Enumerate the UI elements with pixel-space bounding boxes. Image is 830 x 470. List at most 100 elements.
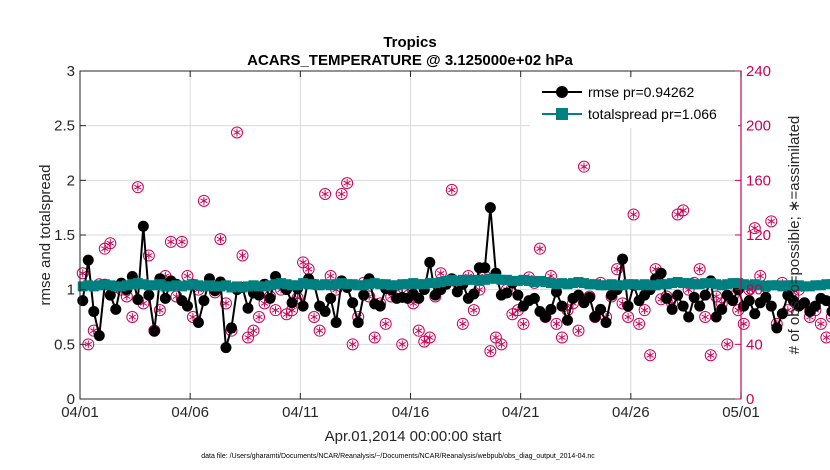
totalspread-point (397, 279, 408, 290)
x-tick-label: 04/06 (171, 404, 209, 421)
totalspread-point (303, 279, 314, 290)
totalspread-point (116, 281, 127, 292)
totalspread-point (215, 281, 226, 292)
rmse-point (512, 289, 524, 301)
obs-possible-circle (572, 324, 585, 337)
x-tick-label: 04/16 (392, 404, 430, 421)
obs-count-marker (126, 311, 139, 323)
obs-count-marker (269, 304, 282, 317)
obs-possible-circle (677, 204, 690, 217)
obs-assimilated-stroke (84, 341, 92, 347)
totalspread-point (325, 280, 336, 291)
y2-tick-label: 80 (746, 282, 763, 299)
obs-assimilated-stroke (249, 328, 258, 334)
totalspread-point (298, 278, 309, 289)
totalspread-point (705, 278, 716, 289)
obs-count-marker (131, 181, 144, 194)
obs-assimilated-stroke (822, 335, 830, 340)
totalspread-point (474, 275, 485, 286)
totalspread-point (408, 278, 419, 289)
obs-assimilated-stroke (629, 212, 638, 217)
obs-possible-circle (533, 242, 546, 255)
obs-possible-circle (346, 338, 359, 351)
y-tick-label: 2 (67, 172, 75, 189)
totalspread-point (413, 279, 424, 290)
totalspread-point (694, 279, 705, 290)
rmse-point (743, 295, 755, 307)
totalspread-point (220, 280, 231, 291)
totalspread-point (77, 281, 88, 292)
obs-possible-circle (555, 331, 568, 344)
totalspread-point (804, 281, 815, 292)
totalspread-point (226, 282, 237, 293)
x-axis-ticks: 04/01 04/06 04/11 04/16 04/21 04/26 05/01 (61, 71, 760, 421)
obs-assimilated-stroke (701, 314, 709, 320)
y-tick-label: 0.5 (54, 336, 75, 353)
obs-count-marker (253, 311, 266, 323)
obs-assimilated-stroke (128, 314, 137, 320)
obs-count-marker (313, 324, 326, 337)
totalspread-point (309, 279, 320, 290)
totalspread-point (237, 282, 248, 293)
rmse-point (528, 292, 540, 304)
y-tick-label: 1 (67, 282, 75, 299)
totalspread-point (490, 273, 501, 284)
obs-count-marker (550, 317, 563, 330)
totalspread-point (435, 277, 446, 288)
totalspread-point (744, 280, 755, 291)
totalspread-point (656, 279, 667, 290)
obs-assimilated-stroke (415, 328, 423, 334)
data-file-footnote: data file: /Users/gharamti/Documents/NCA… (201, 453, 595, 460)
totalspread-point (441, 275, 452, 286)
obs-assimilated-stroke (222, 300, 230, 306)
obs-assimilated-stroke (167, 239, 175, 245)
totalspread-point (573, 277, 584, 288)
rmse-point (617, 253, 629, 265)
obs-possible-circle (230, 126, 243, 139)
obs-possible-circle (445, 183, 458, 196)
totalspread-point (777, 281, 788, 292)
obs-possible-circle (269, 304, 282, 317)
totalspread-point (639, 279, 650, 290)
rmse-point (539, 311, 551, 323)
obs-assimilated-stroke (343, 180, 351, 186)
totalspread-point (479, 274, 490, 285)
totalspread-point (595, 280, 606, 291)
x-tick-label: 04/26 (612, 404, 650, 421)
obs-assimilated-stroke (475, 287, 484, 293)
obs-possible-circle (765, 215, 778, 228)
rmse-point (501, 287, 513, 299)
obs-assimilated-stroke (558, 335, 566, 340)
obs-count-marker (627, 208, 640, 221)
totalspread-point (755, 280, 766, 291)
obs-assimilated-stroke (679, 207, 687, 213)
y2-axis-ticks: 0 40 80 120 160 200 240 (735, 63, 771, 408)
totalspread-point (127, 279, 138, 290)
totalspread-point (567, 278, 578, 289)
obs-possible-circle (517, 317, 530, 330)
rmse-point (545, 303, 557, 315)
totalspread-point (121, 280, 132, 291)
legend-rmse-label: rmse pr=0.94262 (588, 84, 694, 100)
obs-possible-circle (721, 338, 734, 351)
totalspread-point (231, 281, 242, 292)
totalspread-point (243, 281, 254, 292)
chart-subtitle: ACARS_TEMPERATURE @ 3.125000e+02 hPa (247, 52, 573, 69)
rmse-point (253, 289, 265, 301)
obs-possible-circle (693, 263, 706, 276)
totalspread-point (501, 274, 512, 285)
obs-count-marker (175, 235, 188, 248)
obs-assimilated-stroke (244, 335, 252, 340)
obs-possible-circle (236, 249, 249, 262)
rmse-point (600, 316, 612, 328)
obs-possible-circle (737, 317, 750, 330)
obs-assimilated-stroke (315, 328, 324, 334)
totalspread-point (446, 274, 457, 285)
obs-count-marker (341, 177, 354, 190)
obs-count-marker (467, 304, 480, 317)
totalspread-point (276, 278, 287, 289)
totalspread-point (154, 279, 165, 290)
obs-possible-circle (638, 304, 651, 317)
obs-count-marker (748, 222, 761, 235)
rmse-point (727, 295, 739, 307)
